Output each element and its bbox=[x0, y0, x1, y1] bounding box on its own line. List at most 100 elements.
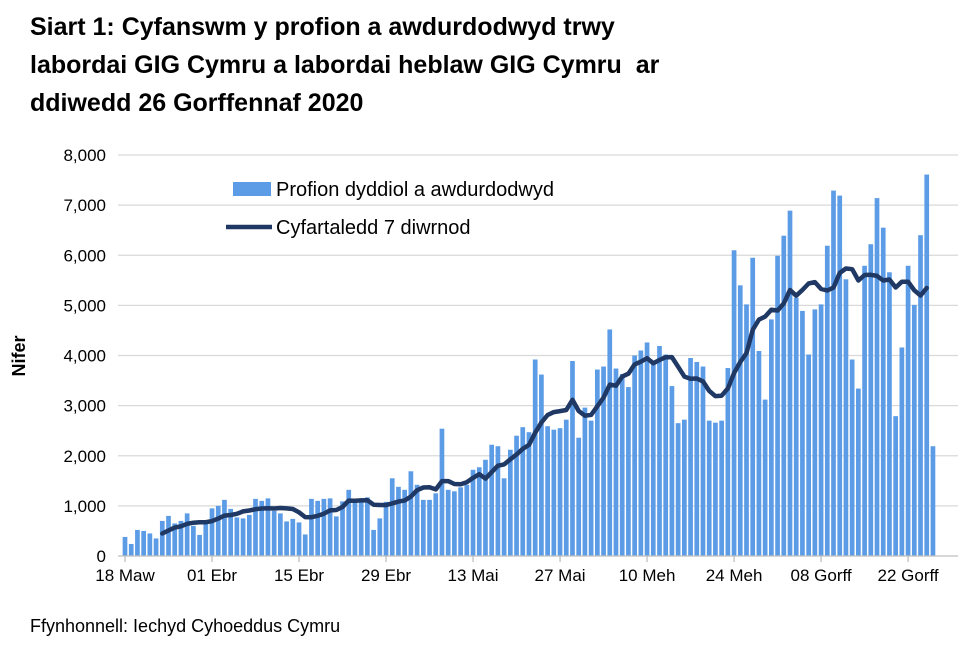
bar bbox=[663, 354, 669, 556]
bar bbox=[234, 517, 240, 556]
bar bbox=[706, 420, 712, 556]
y-tick-label: 6,000 bbox=[63, 246, 106, 265]
bar bbox=[644, 342, 650, 556]
y-tick-label: 7,000 bbox=[63, 196, 106, 215]
bar bbox=[762, 399, 768, 556]
bar bbox=[153, 538, 159, 556]
bar bbox=[843, 279, 849, 556]
bar bbox=[905, 265, 911, 556]
bar bbox=[831, 190, 836, 556]
bar bbox=[383, 501, 389, 557]
bar bbox=[420, 499, 426, 556]
bar bbox=[626, 387, 631, 556]
bar bbox=[209, 508, 215, 556]
x-tick-label: 15 Ebr bbox=[274, 566, 324, 585]
bar bbox=[911, 304, 917, 556]
bar bbox=[271, 510, 277, 556]
chart-title: Siart 1: Cyfanswm y profion a awdurdodwy… bbox=[30, 8, 940, 122]
bar bbox=[464, 484, 470, 556]
average-line-layer bbox=[160, 266, 929, 536]
source-note: Ffynhonnell: Iechyd Cyhoeddus Cymru bbox=[30, 616, 341, 636]
bar bbox=[669, 386, 675, 556]
bar bbox=[402, 489, 408, 556]
bar bbox=[346, 489, 352, 556]
bar bbox=[837, 195, 843, 556]
bar bbox=[557, 428, 563, 556]
bar bbox=[924, 174, 930, 557]
bar bbox=[228, 508, 234, 556]
bar bbox=[396, 486, 401, 556]
y-tick-label: 0 bbox=[97, 547, 106, 566]
bar bbox=[445, 489, 451, 556]
bar bbox=[862, 265, 867, 556]
x-tick-label: 29 Ebr bbox=[361, 566, 411, 585]
bar bbox=[178, 520, 184, 556]
bar bbox=[731, 250, 737, 556]
bar bbox=[489, 444, 495, 556]
x-tick-label: 13 Mai bbox=[448, 566, 499, 585]
bar bbox=[719, 420, 724, 556]
bar bbox=[520, 427, 526, 556]
chart-area: 0 1,000 2,000 3,000 4,000 5,000 6,000 7,000 8,00… bbox=[0, 140, 964, 620]
bar bbox=[812, 309, 818, 556]
bar bbox=[265, 498, 271, 556]
bar bbox=[452, 491, 457, 556]
bar bbox=[824, 245, 830, 556]
bar bbox=[259, 500, 265, 556]
bar bbox=[246, 514, 252, 556]
bar bbox=[725, 368, 731, 556]
x-tick-label: 08 Gorff bbox=[791, 566, 852, 585]
bar bbox=[769, 319, 774, 556]
x-tick-label: 22 Gorff bbox=[878, 566, 939, 585]
bar-series bbox=[122, 174, 936, 557]
y-tick-label: 5,000 bbox=[63, 296, 106, 315]
bar bbox=[358, 498, 364, 556]
bar bbox=[507, 449, 513, 557]
bar bbox=[166, 515, 171, 556]
bar bbox=[135, 529, 140, 557]
bar bbox=[638, 350, 644, 556]
bar bbox=[880, 227, 886, 556]
chart-canvas: 0 1,000 2,000 3,000 4,000 5,000 6,000 7,000 8,00… bbox=[9, 146, 958, 585]
bar bbox=[470, 469, 476, 556]
bar bbox=[253, 498, 258, 556]
bar bbox=[657, 345, 662, 556]
bar bbox=[619, 374, 625, 556]
bar bbox=[539, 374, 544, 556]
bar bbox=[278, 513, 283, 556]
bar bbox=[570, 361, 575, 556]
bar bbox=[340, 501, 345, 556]
bar bbox=[495, 446, 501, 556]
bar bbox=[899, 347, 905, 556]
bar bbox=[545, 426, 550, 556]
bar bbox=[333, 516, 339, 556]
average-line bbox=[160, 266, 929, 536]
x-tick-label: 10 Meh bbox=[619, 566, 676, 585]
legend-bar-label: Profion dyddiol a awdurdodwyd bbox=[276, 179, 554, 201]
bar bbox=[290, 518, 296, 556]
bar bbox=[849, 359, 855, 556]
bar bbox=[408, 471, 414, 556]
bar bbox=[576, 437, 582, 556]
bar bbox=[856, 388, 861, 556]
bar bbox=[806, 354, 811, 556]
bar bbox=[582, 407, 588, 556]
bar bbox=[781, 235, 787, 556]
chart-legend: Profion dyddiol a awdurdodwyd Cyfartaled… bbox=[226, 179, 554, 239]
bar bbox=[215, 505, 221, 557]
bar bbox=[389, 478, 395, 556]
bar bbox=[371, 529, 376, 557]
bar bbox=[800, 310, 805, 556]
bar bbox=[141, 530, 146, 556]
bar bbox=[296, 522, 302, 556]
bar bbox=[588, 420, 594, 556]
bar bbox=[128, 543, 134, 556]
bar bbox=[458, 487, 463, 556]
bar bbox=[377, 518, 383, 556]
bar bbox=[172, 523, 178, 556]
bar bbox=[302, 534, 308, 556]
y-tick-label: 2,000 bbox=[63, 447, 106, 466]
y-axis-title: Nifer bbox=[9, 335, 29, 376]
bar bbox=[352, 499, 358, 556]
